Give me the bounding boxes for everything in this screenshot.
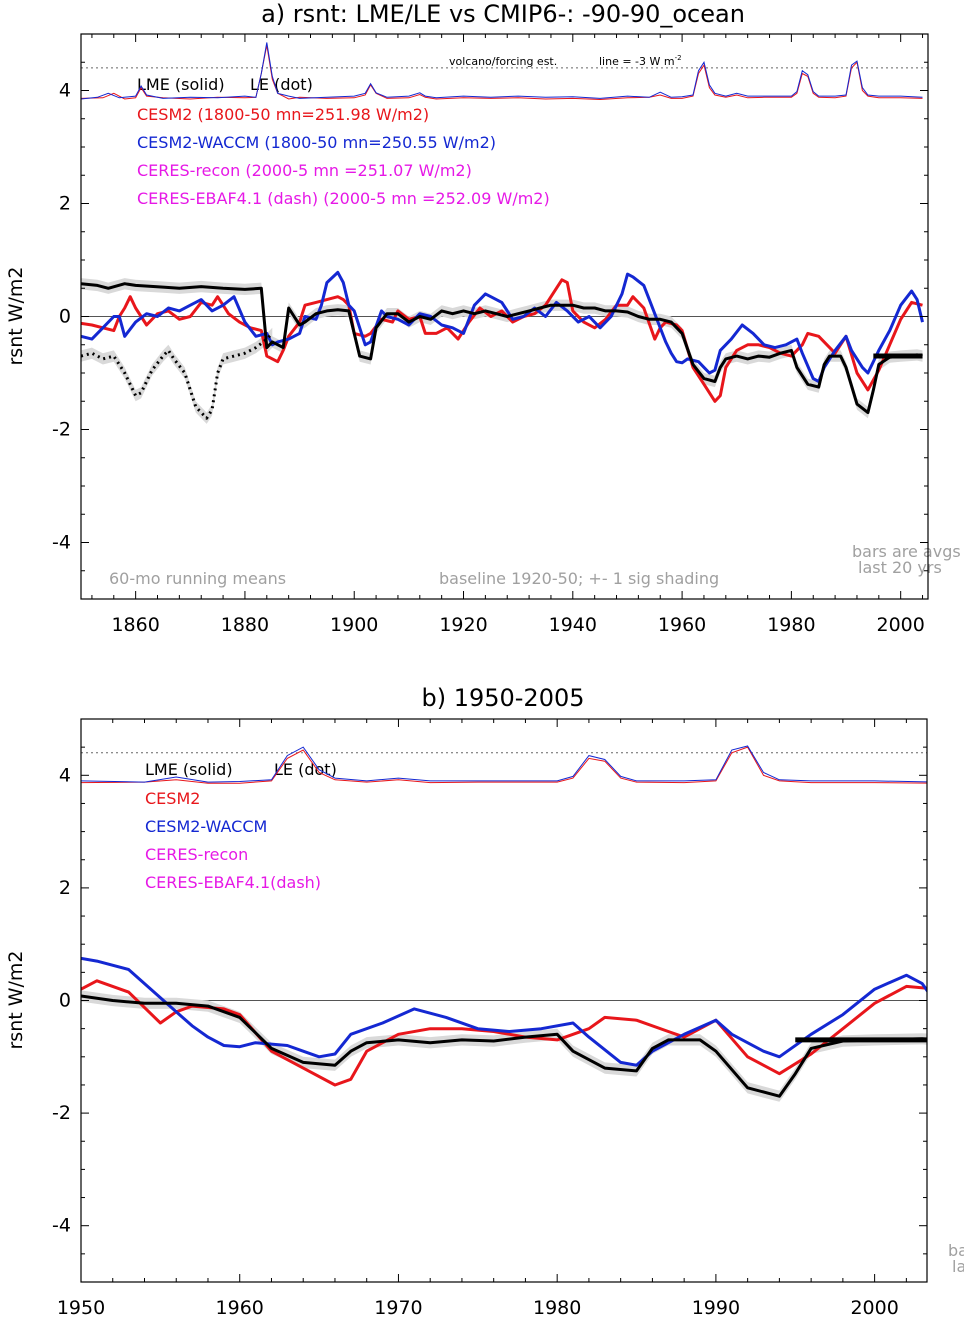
baseline-note: baseline 1920-50; +- 1 sig shading xyxy=(439,569,719,588)
panel-a-series-lme-solid- xyxy=(81,282,923,415)
panel-b-series-lme-solid- xyxy=(81,994,927,1098)
panel-a-xtick-label: 1880 xyxy=(221,614,269,636)
panel-b-xtick-label: 1950 xyxy=(57,1297,105,1319)
panel-a-xtick-label: 1960 xyxy=(658,614,706,636)
panel-a-series-cesm2-waccm xyxy=(81,270,924,383)
panel-a-xtick-label: 1980 xyxy=(767,614,815,636)
legend-ceres-recon-b: CERES-recon xyxy=(145,845,248,864)
panel-a-shading-1 xyxy=(81,327,273,424)
legend-waccm-b: CESM2-WACCM xyxy=(145,817,267,836)
panel-b-xtick-label: 1990 xyxy=(692,1297,740,1319)
panel-b-forcing-line-0 xyxy=(81,746,927,784)
panel-a-ytick-label: -4 xyxy=(52,532,71,554)
line-note-sup: -2 xyxy=(675,54,682,62)
legend-le-a: LE (dot) xyxy=(250,75,313,94)
panel-b-xtick-label: 1980 xyxy=(533,1297,581,1319)
panel-a-title: a) rsnt: LME/LE vs CMIP6-: -90-90_ocean xyxy=(261,0,745,28)
panel-a-xtick-label: 1900 xyxy=(330,614,378,636)
legend-waccm-a: CESM2-WACCM (1800-50 mn=250.55 W/m2) xyxy=(137,133,496,152)
panel-b-title: b) 1950-2005 xyxy=(421,684,584,712)
panel-b-ytick-label: 2 xyxy=(59,877,71,899)
legend-lme-b: LME (solid) xyxy=(145,760,233,779)
panel-a-forcing-line-1 xyxy=(81,42,923,100)
panel-a-ytick-label: 2 xyxy=(59,193,71,215)
panel-a: a) rsnt: LME/LE vs CMIP6-: -90-90_ocean … xyxy=(5,0,961,588)
panel-b-series-cesm2-waccm xyxy=(81,956,927,1067)
bars-clip-1: ba xyxy=(948,1241,964,1260)
panel-a-series-le-dot- xyxy=(81,332,274,420)
panel-a-ytick-label: 4 xyxy=(59,80,71,102)
volcano-note: volcano/forcing est. xyxy=(449,55,557,68)
panel-b-xtick-label: 1960 xyxy=(216,1297,264,1319)
legend-cesm2-b: CESM2 xyxy=(145,789,200,808)
panel-b-ytick-label: -4 xyxy=(52,1215,71,1237)
panel-a-xtick-label: 2000 xyxy=(876,614,924,636)
panel-b: b) 1950-2005 rsnt W/m2 LME (solid) LE (d… xyxy=(5,684,964,1276)
panel-a-xtick-label: 1860 xyxy=(111,614,159,636)
panel-b-xtick-label: 2000 xyxy=(850,1297,898,1319)
running-mean-note: 60-mo running means xyxy=(109,569,286,588)
panel-b-plot-area xyxy=(81,745,927,1102)
panel-a-shading-0 xyxy=(81,278,923,419)
bars-note-1: bars are avgs xyxy=(852,542,961,561)
panel-b-ylabel: rsnt W/m2 xyxy=(5,950,27,1049)
panel-b-forcing-line-1 xyxy=(81,745,927,783)
panel-a-xtick-label: 1920 xyxy=(439,614,487,636)
panel-a-ytick-label: -2 xyxy=(52,419,71,441)
panel-a-plot: -4 -2 0 2 4 1860 1880 1900 1920 1940 1960 1980 2000 xyxy=(52,33,929,636)
panel-b-xtick-label: 1970 xyxy=(374,1297,422,1319)
panel-a-ytick-label: 0 xyxy=(59,306,71,328)
panel-b-ytick-label: 0 xyxy=(59,990,71,1012)
panel-b-ytick-label: -2 xyxy=(52,1102,71,1124)
line-note-text: line = -3 W m xyxy=(599,55,675,68)
panel-b-plot: -4 -2 0 2 4 1950 1960 1970 1980 1990 2000 xyxy=(52,718,928,1319)
legend-le-b: LE (dot) xyxy=(274,760,337,779)
legend-lme-a: LME (solid) xyxy=(137,75,225,94)
line-note: line = -3 W m-2 xyxy=(599,54,682,68)
legend-ceres-ebaf-a: CERES-EBAF4.1 (dash) (2000-5 mn =252.09 … xyxy=(137,189,550,208)
panel-a-plot-area xyxy=(81,42,928,424)
panel-a-xtick-label: 1940 xyxy=(549,614,597,636)
legend-ceres-ebaf-b: CERES-EBAF4.1(dash) xyxy=(145,873,321,892)
bars-clip-2: la xyxy=(952,1257,964,1276)
legend-ceres-recon-a: CERES-recon (2000-5 mn =251.07 W/m2) xyxy=(137,161,472,180)
panel-a-ylabel: rsnt W/m2 xyxy=(5,266,27,365)
bars-note-2: last 20 yrs xyxy=(858,558,942,577)
panel-b-ytick-label: 4 xyxy=(59,764,71,786)
panel-a-forcing-line-0 xyxy=(81,45,923,101)
legend-cesm2-a: CESM2 (1800-50 mn=251.98 W/m2) xyxy=(137,105,429,124)
